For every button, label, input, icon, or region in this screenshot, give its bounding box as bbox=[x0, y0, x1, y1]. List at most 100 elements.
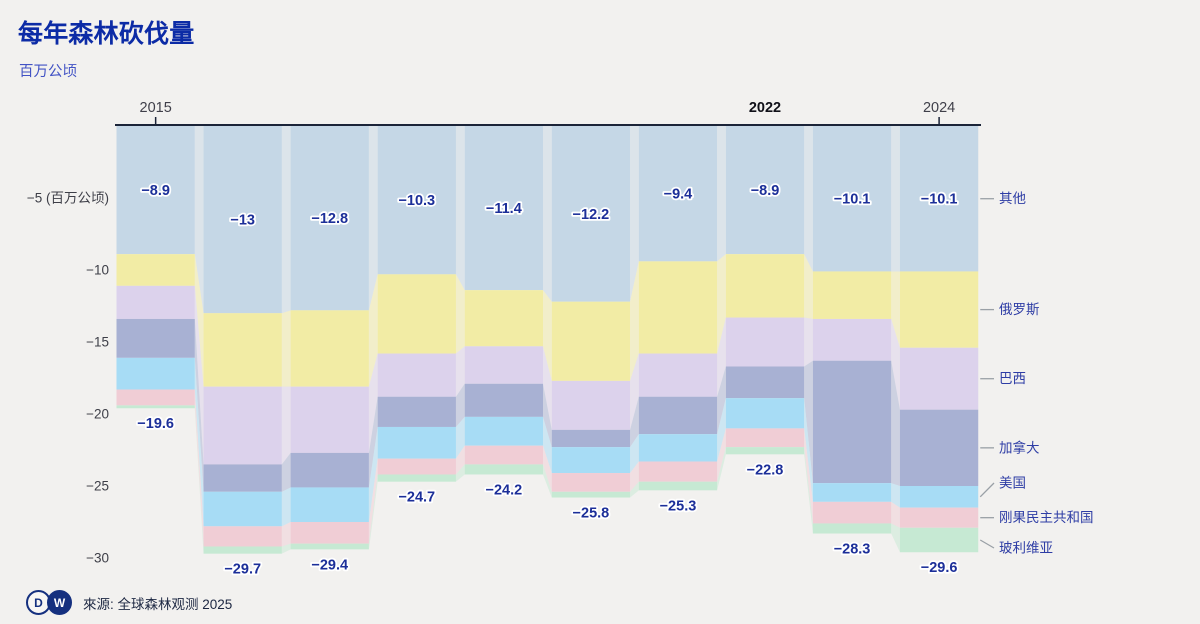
flow-connector bbox=[891, 271, 900, 348]
bar-segment-2016-加拿大[interactable] bbox=[203, 464, 282, 492]
bar-segment-2018-美国[interactable] bbox=[377, 426, 456, 459]
flow-connector bbox=[543, 464, 552, 498]
bar-segment-2022-美国[interactable] bbox=[725, 398, 805, 429]
bar-segment-2022-巴西[interactable] bbox=[725, 317, 805, 367]
bar-segment-2020-玻利维亚[interactable] bbox=[551, 491, 631, 498]
bar-segment-2022-玻利维亚[interactable] bbox=[725, 447, 805, 455]
bar-segment-2016-玻利维亚[interactable] bbox=[203, 546, 282, 554]
flow-connector bbox=[717, 447, 726, 491]
bar-segment-2020-美国[interactable] bbox=[551, 447, 631, 474]
bar-segment-2019-美国[interactable] bbox=[464, 416, 543, 446]
bar-segment-2016-其他[interactable] bbox=[203, 126, 282, 314]
flow-connector bbox=[194, 357, 204, 527]
flow-connector bbox=[717, 254, 726, 354]
bar-segment-2021-玻利维亚[interactable] bbox=[638, 481, 718, 491]
bar-segment-2017-巴西[interactable] bbox=[290, 386, 369, 453]
flow-connector bbox=[630, 434, 639, 474]
flow-connector bbox=[891, 318, 900, 410]
bar-segment-2020-巴西[interactable] bbox=[551, 380, 631, 430]
bar-segment-2017-其他[interactable] bbox=[290, 126, 369, 311]
bar-segment-2018-刚果民主共和国[interactable] bbox=[377, 458, 456, 475]
bar-segment-2015-其他[interactable] bbox=[116, 126, 195, 255]
bar-segment-2015-玻利维亚[interactable] bbox=[116, 405, 195, 409]
bar-segment-2023-俄罗斯[interactable] bbox=[812, 271, 892, 319]
bar-segment-2021-俄罗斯[interactable] bbox=[638, 261, 718, 354]
bar-segment-2023-美国[interactable] bbox=[812, 483, 892, 502]
total-value-label: −29.6 bbox=[921, 560, 958, 576]
bar-segment-2018-俄罗斯[interactable] bbox=[377, 274, 456, 354]
total-value-label: −22.8 bbox=[747, 462, 784, 478]
others-value-label: −10.1 bbox=[834, 192, 871, 208]
bar-segment-2015-美国[interactable] bbox=[116, 357, 195, 390]
flow-connector bbox=[630, 126, 639, 302]
flow-connector bbox=[281, 310, 291, 387]
bar-segment-2019-加拿大[interactable] bbox=[464, 383, 543, 417]
bar-segment-2015-巴西[interactable] bbox=[116, 285, 195, 319]
bar-segment-2022-俄罗斯[interactable] bbox=[725, 254, 805, 318]
bar-segment-2017-美国[interactable] bbox=[290, 487, 369, 522]
bar-segment-2021-美国[interactable] bbox=[638, 434, 718, 462]
flow-connector bbox=[455, 346, 465, 397]
bar-segment-2021-加拿大[interactable] bbox=[638, 396, 718, 435]
flow-connector bbox=[543, 346, 552, 430]
bar-segment-2024-加拿大[interactable] bbox=[899, 409, 979, 486]
bar-segment-2018-其他[interactable] bbox=[377, 126, 456, 275]
bar-segment-2021-巴西[interactable] bbox=[638, 353, 718, 397]
bar-segment-2023-刚果民主共和国[interactable] bbox=[812, 501, 892, 524]
bar-segment-2017-刚果民主共和国[interactable] bbox=[290, 522, 369, 544]
bar-segment-2021-其他[interactable] bbox=[638, 126, 718, 262]
bar-segment-2018-玻利维亚[interactable] bbox=[377, 474, 456, 482]
bar-segment-2024-俄罗斯[interactable] bbox=[899, 271, 979, 348]
flow-connector bbox=[717, 126, 726, 262]
bar-segment-2015-加拿大[interactable] bbox=[116, 318, 195, 358]
bar-segment-2020-刚果民主共和国[interactable] bbox=[551, 473, 631, 492]
bar-segment-2019-巴西[interactable] bbox=[464, 346, 543, 384]
bar-segment-2018-巴西[interactable] bbox=[377, 353, 456, 397]
bar-segment-2023-加拿大[interactable] bbox=[812, 360, 892, 484]
flow-connector bbox=[630, 481, 639, 498]
total-value-label: −29.4 bbox=[311, 557, 348, 573]
bar-segment-2022-其他[interactable] bbox=[725, 126, 805, 255]
bar-segment-2022-刚果民主共和国[interactable] bbox=[725, 428, 805, 448]
bar-segment-2016-巴西[interactable] bbox=[203, 386, 282, 465]
bar-segment-2023-玻利维亚[interactable] bbox=[812, 523, 892, 534]
x-axis-line bbox=[115, 124, 981, 126]
bar-segment-2022-加拿大[interactable] bbox=[725, 366, 805, 399]
x-axis-year-label: 2015 bbox=[140, 100, 172, 116]
bar-segment-2015-刚果民主共和国[interactable] bbox=[116, 389, 195, 406]
bar-segment-2024-玻利维亚[interactable] bbox=[899, 527, 979, 553]
bar-segment-2024-巴西[interactable] bbox=[899, 347, 979, 410]
flow-connector bbox=[630, 396, 639, 448]
bar-segment-2019-玻利维亚[interactable] bbox=[464, 464, 543, 475]
bar-segment-2023-其他[interactable] bbox=[812, 126, 892, 272]
flow-connector bbox=[543, 290, 552, 381]
flow-connector bbox=[368, 474, 378, 550]
bar-segment-2016-俄罗斯[interactable] bbox=[203, 313, 282, 387]
legend-label-俄罗斯: 俄罗斯 bbox=[999, 302, 1040, 317]
bar-segment-2020-其他[interactable] bbox=[551, 126, 631, 302]
bar-segment-2024-美国[interactable] bbox=[899, 486, 979, 508]
others-value-label: −10.1 bbox=[921, 192, 958, 208]
flow-connector bbox=[455, 445, 465, 475]
flow-connector bbox=[891, 126, 900, 272]
flow-connector bbox=[455, 383, 465, 427]
bar-segment-2024-其他[interactable] bbox=[899, 126, 979, 272]
bar-segment-2017-加拿大[interactable] bbox=[290, 452, 369, 488]
others-value-label: −13 bbox=[230, 213, 255, 229]
bar-segment-2016-刚果民主共和国[interactable] bbox=[203, 526, 282, 547]
bar-segment-2023-巴西[interactable] bbox=[812, 318, 892, 361]
bar-segment-2024-刚果民主共和国[interactable] bbox=[899, 507, 979, 528]
bar-segment-2017-俄罗斯[interactable] bbox=[290, 310, 369, 387]
bar-segment-2020-俄罗斯[interactable] bbox=[551, 301, 631, 381]
bar-segment-2019-刚果民主共和国[interactable] bbox=[464, 445, 543, 465]
bar-segment-2020-加拿大[interactable] bbox=[551, 429, 631, 448]
flow-connector bbox=[194, 318, 204, 492]
bar-segment-2019-俄罗斯[interactable] bbox=[464, 290, 543, 347]
bar-segment-2015-俄罗斯[interactable] bbox=[116, 254, 195, 286]
bar-segment-2019-其他[interactable] bbox=[464, 126, 543, 291]
bar-segment-2017-玻利维亚[interactable] bbox=[290, 543, 369, 550]
bar-segment-2021-刚果民主共和国[interactable] bbox=[638, 461, 718, 482]
bar-segment-2018-加拿大[interactable] bbox=[377, 396, 456, 427]
bar-segment-2016-美国[interactable] bbox=[203, 491, 282, 527]
flow-connector bbox=[368, 426, 378, 522]
